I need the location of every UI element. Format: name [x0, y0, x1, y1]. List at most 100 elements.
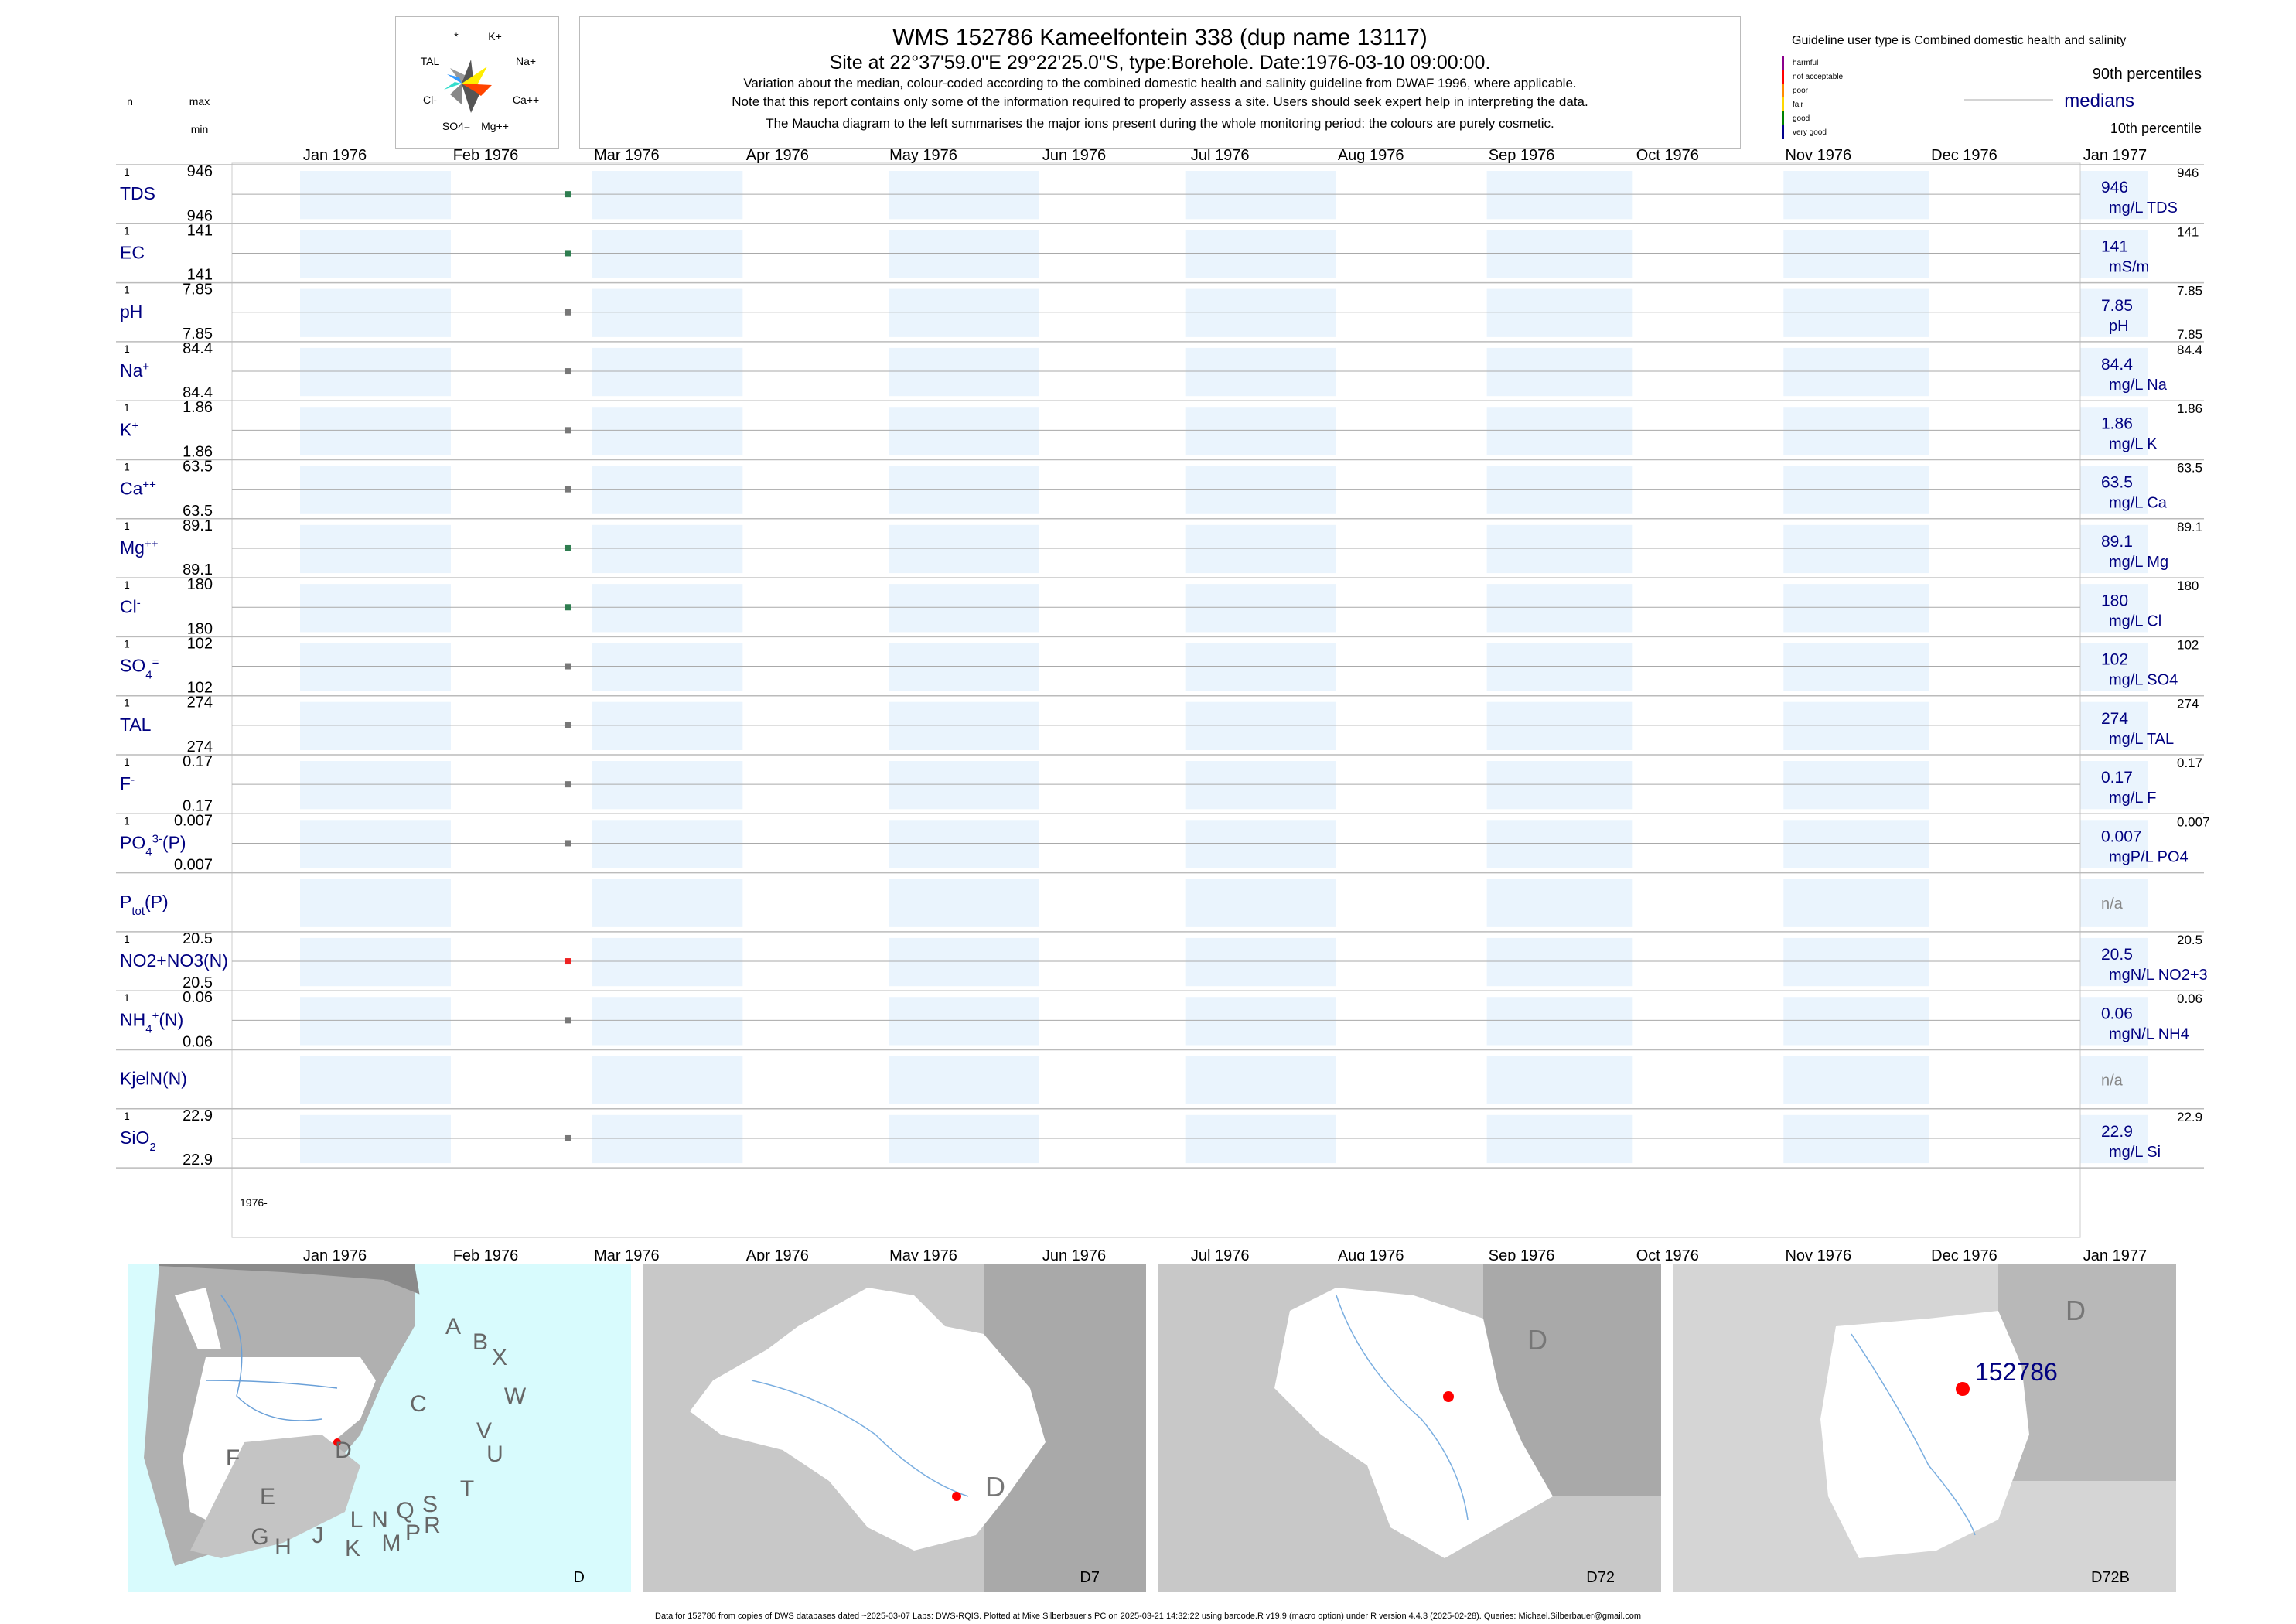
month-tick-bottom: Jul 1976 [1191, 1247, 1250, 1261]
parameter-label: PO43-(P) [120, 832, 186, 858]
water-quality-chart: Jan 1976 Jan 1976 Feb 1976 Feb 1976 Mar 1976… [116, 34, 2210, 1261]
month-band [1783, 701, 1929, 750]
legend-class-label: not acceptable [1793, 73, 1843, 81]
month-band [2079, 820, 2148, 868]
month-band [1185, 820, 1336, 868]
row-n: 1 [124, 461, 130, 473]
data-point [564, 250, 571, 257]
map-letter: N [371, 1507, 388, 1533]
month-band [2079, 879, 2148, 927]
legend-color-bar [1782, 56, 1784, 70]
month-band [1185, 761, 1336, 810]
data-point [564, 604, 571, 611]
row-n: 1 [124, 814, 130, 827]
month-tick-bottom: Nov 1976 [1785, 1247, 1851, 1261]
row-min: 20.5 [183, 974, 213, 991]
legend-class-label: harmful [1793, 59, 1818, 67]
map-region-letter: D [985, 1471, 1005, 1503]
map-letter: C [410, 1391, 427, 1417]
month-band [1783, 937, 1929, 987]
row-median: 1.86 [2101, 415, 2133, 432]
month-band [2079, 584, 2148, 633]
month-band [300, 879, 451, 927]
row-min: 7.85 [183, 326, 213, 343]
map-letter: B [473, 1329, 488, 1355]
data-point [564, 663, 571, 670]
legend-class-label: poor [1793, 87, 1809, 95]
month-band [889, 820, 1039, 868]
row-p90: 89.1 [2177, 520, 2202, 534]
month-band [2079, 761, 2148, 810]
row-n: 1 [124, 165, 130, 178]
legend-class-label: fair [1793, 101, 1804, 109]
month-band [889, 937, 1039, 987]
row-p90: 946 [2177, 165, 2199, 180]
legend-color-bar [1782, 111, 1784, 125]
month-band [1486, 466, 1633, 514]
parameter-label: Na+ [120, 360, 149, 381]
row-p90: 22.9 [2177, 1110, 2202, 1124]
parameter-label: NH4+(N) [120, 1009, 183, 1035]
month-band [889, 761, 1039, 810]
month-tick-top: Jun 1976 [1042, 147, 1106, 164]
parameter-label: Cl- [120, 596, 141, 617]
maucha-label-cl: Cl- [423, 94, 437, 106]
data-point [564, 1017, 571, 1024]
month-band [300, 171, 451, 220]
month-band [1185, 1056, 1336, 1104]
row-n: 1 [124, 578, 130, 591]
month-band [1783, 171, 1929, 220]
row-unit: mg/L TDS [2109, 200, 2178, 217]
month-band [2079, 407, 2148, 455]
row-median: 84.4 [2101, 356, 2133, 374]
month-tick-top: Mar 1976 [594, 147, 660, 164]
map-letter: J [312, 1523, 324, 1548]
month-band [1486, 1056, 1633, 1104]
row-unit: mgN/L NO2+3 [2109, 967, 2208, 984]
data-point [564, 840, 571, 847]
month-band [1783, 288, 1929, 337]
row-max: 63.5 [183, 459, 213, 476]
row-max: 84.4 [183, 340, 213, 357]
map-letter: R [424, 1513, 441, 1538]
row-median-na: n/a [2101, 896, 2124, 913]
row-unit: mS/m [2109, 258, 2149, 275]
maucha-label-ca: Ca++ [513, 94, 539, 106]
row-min: 0.06 [183, 1034, 213, 1051]
row-median: 102 [2101, 651, 2128, 669]
parameter-label: pH [120, 302, 142, 322]
parameter-label: KjelN(N) [120, 1069, 187, 1089]
month-band [2079, 171, 2148, 220]
month-tick-top: Aug 1976 [1338, 147, 1404, 164]
month-band [1185, 466, 1336, 514]
row-n: 1 [124, 343, 130, 355]
row-median: 0.007 [2101, 827, 2142, 845]
month-band [1783, 1114, 1929, 1164]
month-band [592, 1114, 743, 1164]
month-band [1783, 879, 1929, 927]
note-variation: Variation about the median, colour-coded… [743, 76, 1577, 90]
row-unit: mg/L K [2109, 435, 2158, 452]
month-tick-top: Nov 1976 [1785, 147, 1851, 164]
month-band [592, 466, 743, 514]
data-point [564, 309, 571, 316]
map-panel-d7: D D7 [643, 1264, 1146, 1592]
map-region-letter: D [2066, 1295, 2086, 1326]
month-band [1486, 643, 1633, 691]
month-tick-bottom: Oct 1976 [1636, 1247, 1699, 1261]
row-p90: 0.007 [2177, 814, 2210, 829]
month-band [1185, 171, 1336, 220]
parameter-label: Mg++ [120, 537, 159, 558]
map-caption: D [573, 1569, 585, 1586]
month-tick-bottom: Sep 1976 [1489, 1247, 1555, 1261]
month-band [2079, 643, 2148, 691]
month-band [2079, 997, 2148, 1046]
month-tick-top: Jan 1976 [303, 147, 367, 164]
month-band [2079, 1114, 2148, 1164]
row-min: 946 [187, 207, 213, 224]
row-median: 0.06 [2101, 1005, 2133, 1022]
parameter-label: F- [120, 773, 135, 794]
data-point [564, 781, 571, 788]
maucha-label-star: * [454, 30, 459, 43]
year-label: 1976- [240, 1196, 268, 1209]
